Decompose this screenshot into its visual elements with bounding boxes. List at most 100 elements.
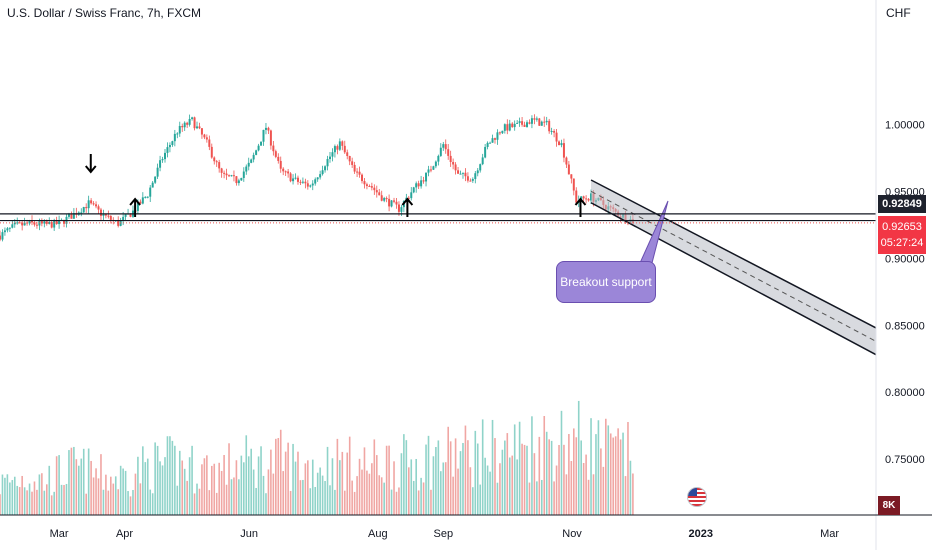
candle-body (176, 133, 179, 135)
candle-body (454, 164, 457, 171)
candle-body (479, 164, 482, 171)
candle-body (338, 141, 341, 150)
candle-body (530, 118, 533, 124)
volume-bar (440, 471, 442, 515)
volume-bar (70, 447, 73, 515)
candle-body (292, 178, 295, 182)
candle-body (13, 222, 16, 225)
volume-bar (614, 436, 617, 515)
up-arrow-3-head (574, 197, 587, 206)
volume-bar (403, 434, 405, 515)
volume-bar (252, 469, 255, 515)
volume-bar (28, 483, 31, 515)
candle-body (203, 134, 206, 138)
candle-body (171, 141, 174, 145)
candle-body (314, 179, 317, 184)
volume-bar (622, 432, 624, 515)
candle-body (107, 215, 110, 217)
candle-body (538, 118, 541, 126)
candle-body (262, 129, 265, 142)
breakout-support-callout[interactable]: Breakout support (556, 261, 656, 303)
candle-body (550, 130, 553, 132)
volume-bar (218, 462, 220, 515)
volume-bar (545, 431, 548, 515)
candle-body (324, 166, 327, 171)
volume-bar (383, 482, 385, 515)
us-flag-icon[interactable] (687, 487, 707, 507)
candle-body (496, 132, 499, 140)
volume-bar (16, 485, 19, 515)
volume-bar (506, 433, 509, 515)
candle-body (109, 215, 112, 220)
candle-body (412, 187, 415, 193)
line-price-tag: 0.92849 (878, 195, 926, 213)
candle-body (516, 122, 519, 124)
candle-body (289, 173, 292, 182)
candle-body (356, 171, 359, 173)
volume-bar (607, 425, 610, 515)
up-arrow-2 (401, 197, 414, 217)
volume-bar (193, 493, 196, 515)
volume-bar (513, 424, 516, 515)
candle-body (149, 187, 152, 197)
volume-bar (119, 465, 122, 515)
candle-body (501, 130, 504, 134)
candle-body (432, 166, 435, 170)
candle-body (457, 170, 460, 174)
candle-body (336, 146, 339, 150)
price-candles (0, 114, 634, 242)
y-tick-label: 1.00000 (885, 119, 925, 131)
candle-body (87, 200, 90, 209)
volume-bar (107, 490, 110, 515)
candle-body (40, 221, 43, 224)
down-arrow-1 (84, 154, 97, 174)
volume-bar (484, 457, 486, 515)
candle-body (0, 235, 1, 240)
volume-bar (294, 461, 297, 515)
volume-bar (55, 456, 58, 515)
candle-body (375, 190, 378, 193)
volume-bar (467, 440, 469, 515)
volume-bar (540, 479, 543, 515)
volume-bar (1, 474, 4, 515)
candle-body (35, 224, 38, 226)
candle-body (247, 162, 250, 167)
volume-bar (196, 483, 198, 515)
x-tick-label: Jun (240, 528, 258, 540)
candle-body (72, 213, 75, 219)
candle-body (269, 130, 272, 146)
candle-body (370, 186, 373, 188)
candle-body (301, 181, 304, 183)
candle-body (186, 122, 189, 125)
candle-body (274, 151, 277, 157)
descending-channel[interactable] (590, 179, 877, 356)
candle-body (484, 146, 487, 158)
volume-bar (265, 493, 267, 515)
candle-body (415, 183, 418, 188)
candle-body (1, 232, 4, 240)
candle-body (208, 139, 211, 147)
candle-body (28, 220, 31, 224)
candle-body (117, 220, 120, 226)
volume-bar (329, 485, 331, 515)
volume-bar (159, 461, 161, 515)
candle-body (218, 162, 221, 169)
volume-bar (348, 436, 351, 515)
candle-body (395, 201, 398, 205)
volume-bar (427, 435, 430, 515)
support-levels[interactable] (0, 213, 876, 224)
callout-label: Breakout support (560, 275, 652, 289)
candle-body (146, 196, 149, 198)
volume-bar (203, 458, 206, 515)
candle-body (282, 168, 285, 172)
volume-bar (572, 428, 575, 515)
volume-bar (531, 416, 533, 515)
candle-body (104, 214, 107, 216)
candle-body (230, 175, 233, 177)
volume-bar (449, 441, 452, 515)
candle-body (489, 142, 492, 144)
volume-bar (36, 489, 38, 515)
volume-bar (444, 462, 447, 515)
volume-bar (358, 458, 361, 515)
